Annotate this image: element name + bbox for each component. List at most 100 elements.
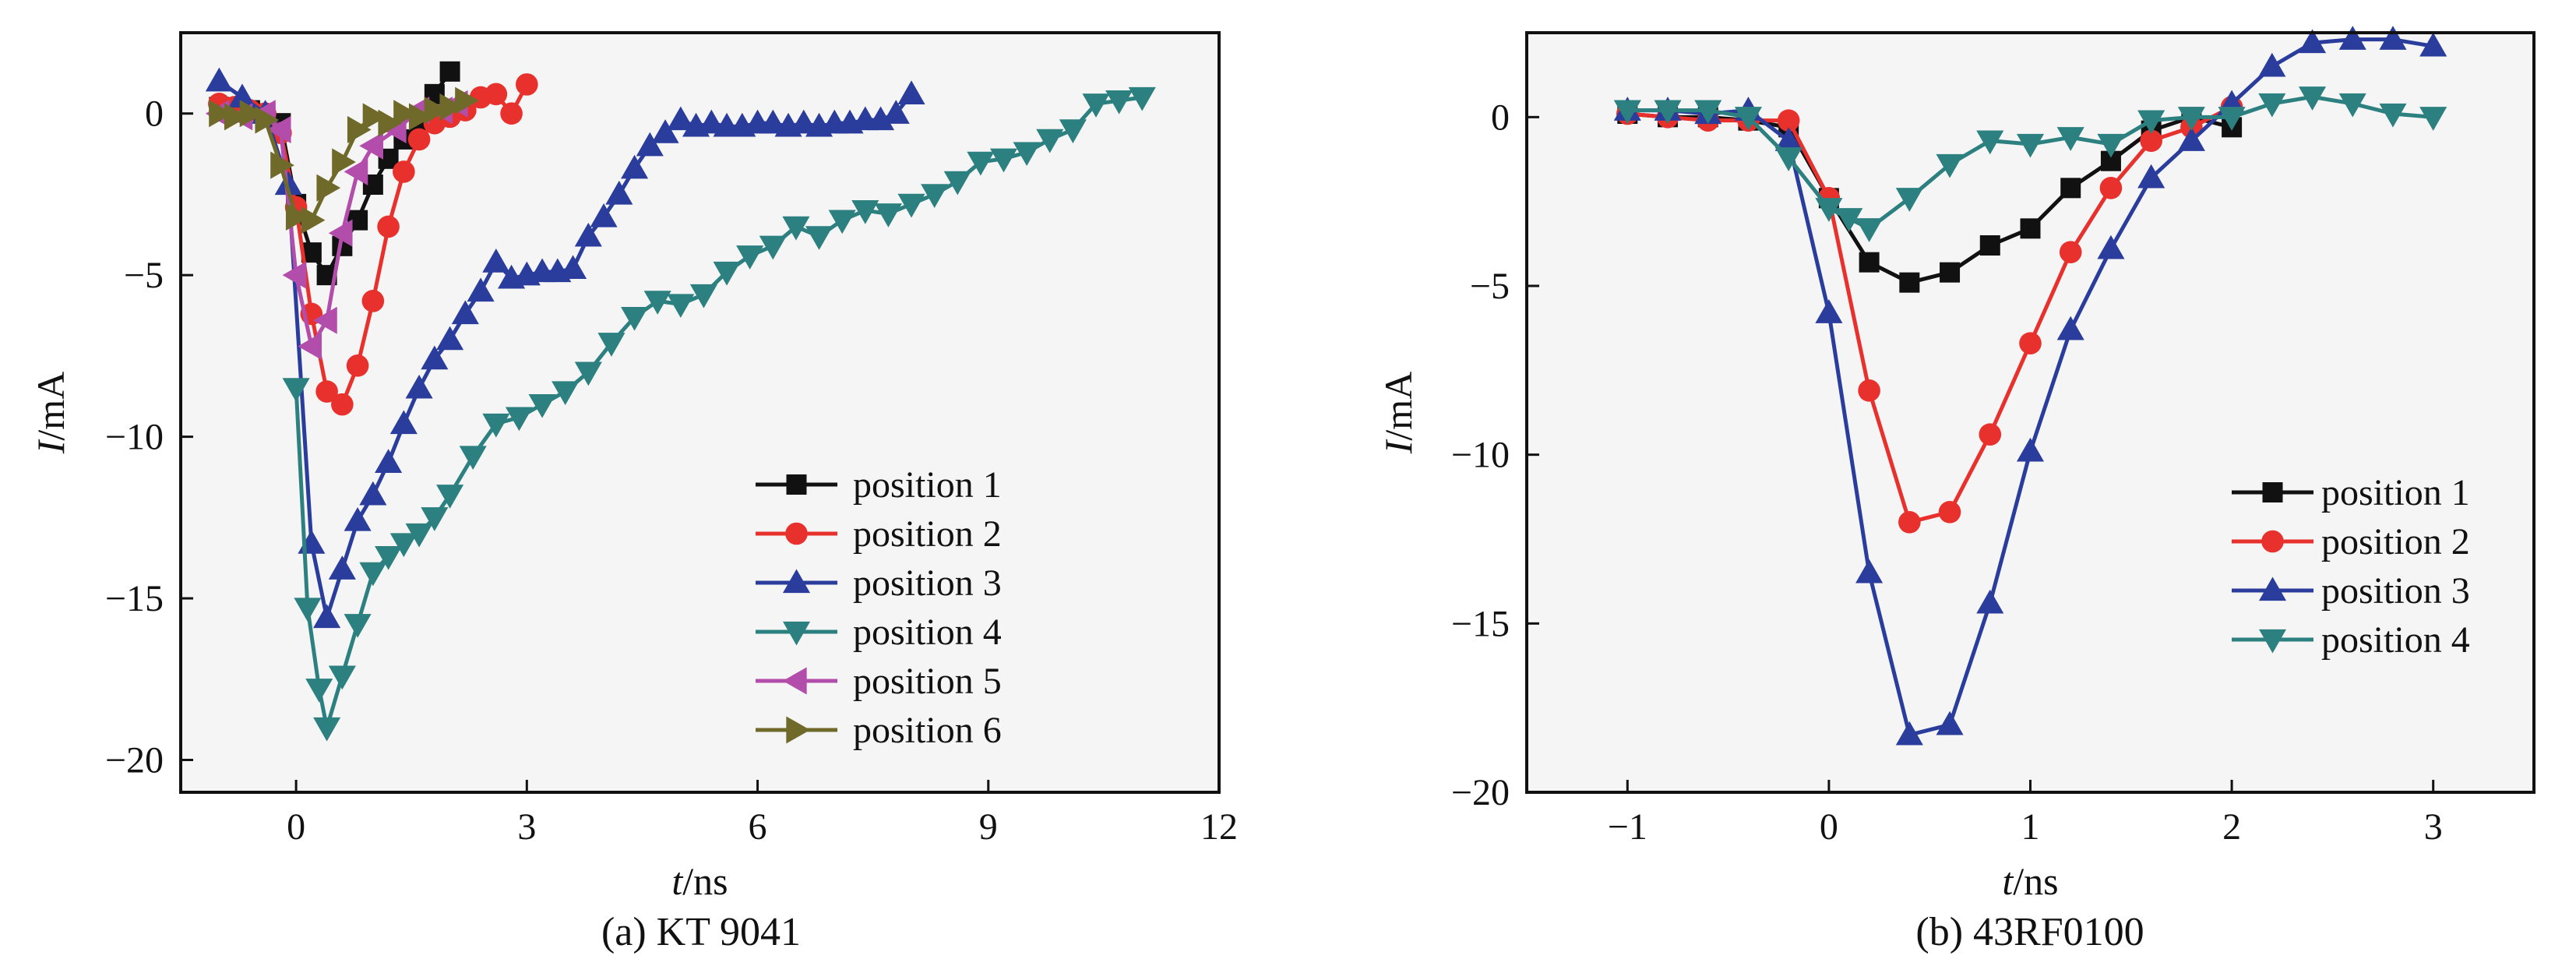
data-point: [408, 103, 433, 131]
data-point: [651, 119, 679, 143]
data-point: [667, 106, 695, 131]
data-point: [866, 106, 895, 131]
data-point: [874, 203, 902, 227]
data-point: [328, 219, 353, 247]
legend-marker: [2261, 530, 2284, 553]
data-point: [1898, 511, 1921, 534]
x-tick-label: 12: [1200, 806, 1238, 848]
data-point: [605, 180, 633, 205]
data-point: [405, 374, 433, 399]
data-point: [389, 410, 418, 435]
data-point: [736, 245, 764, 270]
data-point: [574, 222, 602, 247]
data-point: [405, 523, 433, 548]
series-line: [1627, 105, 2233, 524]
data-point: [362, 103, 387, 131]
legend-label: position 2: [2321, 521, 2470, 562]
y-axis-label-unit: /mA: [29, 372, 72, 441]
data-point: [361, 290, 385, 312]
data-point: [2056, 316, 2084, 340]
data-point: [667, 294, 695, 319]
data-point: [943, 171, 971, 196]
y-tick-label: −10: [1451, 435, 1510, 476]
data-point: [697, 109, 725, 134]
legend-label: position 1: [2321, 472, 2470, 513]
data-point: [1940, 262, 1961, 283]
y-axis-label-unit: /mA: [1376, 372, 1420, 441]
data-point: [1777, 109, 1800, 132]
data-point: [643, 291, 671, 315]
x-tick-label: 9: [979, 806, 998, 848]
y-tick-label: 0: [145, 93, 164, 135]
data-point: [228, 83, 256, 108]
data-point: [270, 151, 294, 179]
data-point: [1855, 559, 1884, 583]
series-position-4: [282, 86, 1156, 742]
data-point: [790, 109, 818, 134]
data-point: [482, 413, 510, 438]
data-point: [239, 100, 264, 128]
data-point: [897, 80, 925, 104]
x-tick-label: 3: [517, 806, 536, 848]
data-point: [1734, 107, 1763, 131]
legend-marker: [2262, 482, 2283, 502]
data-point: [1774, 147, 1802, 171]
data-point: [2059, 241, 2082, 263]
data-point: [347, 115, 372, 144]
data-point: [1859, 252, 1880, 273]
legend: position 1 position 2 position 3 position 4…: [756, 464, 1002, 751]
data-point: [689, 284, 717, 308]
data-point: [421, 507, 449, 531]
data-point: [455, 86, 479, 115]
data-point: [424, 97, 449, 125]
data-point: [359, 481, 387, 506]
data-point: [505, 407, 534, 432]
data-point: [1979, 235, 2000, 256]
data-point: [597, 333, 625, 357]
x-axis-label-symbol: t: [2002, 859, 2014, 903]
data-point: [1774, 127, 1802, 151]
data-point: [759, 109, 787, 134]
data-point: [266, 115, 291, 144]
data-point: [921, 184, 949, 208]
data-point: [2097, 234, 2125, 259]
data-point: [897, 193, 925, 218]
x-tick-label: −1: [1608, 806, 1647, 848]
series-position-6: [209, 86, 479, 234]
legend: position 1 position 2 position 3 position 4: [2232, 472, 2470, 661]
data-point: [1938, 501, 1961, 524]
data-point: [328, 555, 356, 580]
data-point: [378, 109, 403, 137]
y-tick-label: 0: [1491, 97, 1510, 138]
data-point: [305, 679, 333, 703]
axes-frame: [179, 31, 1221, 794]
data-point: [528, 393, 556, 418]
legend-marker: [786, 716, 811, 744]
legend-label: position 4: [2321, 619, 2470, 661]
data-point: [2258, 52, 2286, 77]
data-point: [393, 100, 418, 128]
data-point: [315, 380, 338, 403]
plot-area: [1527, 33, 2534, 792]
data-point: [389, 533, 418, 558]
data-point: [459, 446, 487, 471]
data-point: [516, 73, 538, 96]
legend-label: position 2: [853, 513, 1002, 555]
y-axis-label: I/mA: [29, 372, 72, 455]
series-position-3: [205, 67, 925, 629]
data-point: [209, 100, 233, 128]
data-point: [1082, 93, 1110, 118]
data-point: [346, 354, 369, 377]
data-point: [805, 226, 833, 250]
x-axis-label: t/ns: [671, 859, 728, 903]
y-tick-label: −15: [1451, 603, 1510, 644]
data-point: [2338, 93, 2366, 118]
data-point: [2258, 93, 2286, 118]
data-point: [713, 261, 741, 286]
data-point: [2379, 26, 2407, 50]
data-point: [2060, 178, 2081, 199]
data-point: [759, 235, 787, 260]
data-point: [451, 300, 479, 325]
